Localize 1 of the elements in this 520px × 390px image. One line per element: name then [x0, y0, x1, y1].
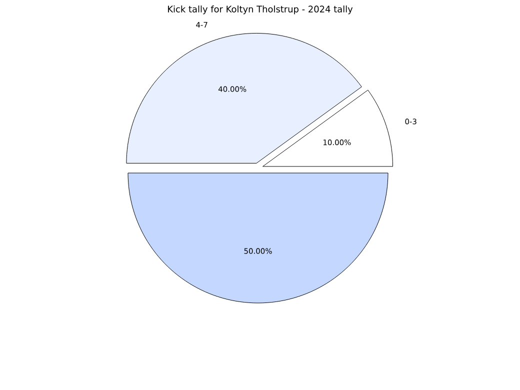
- chart-title: Kick tally for Koltyn Tholstrup - 2024 tally: [168, 6, 353, 14]
